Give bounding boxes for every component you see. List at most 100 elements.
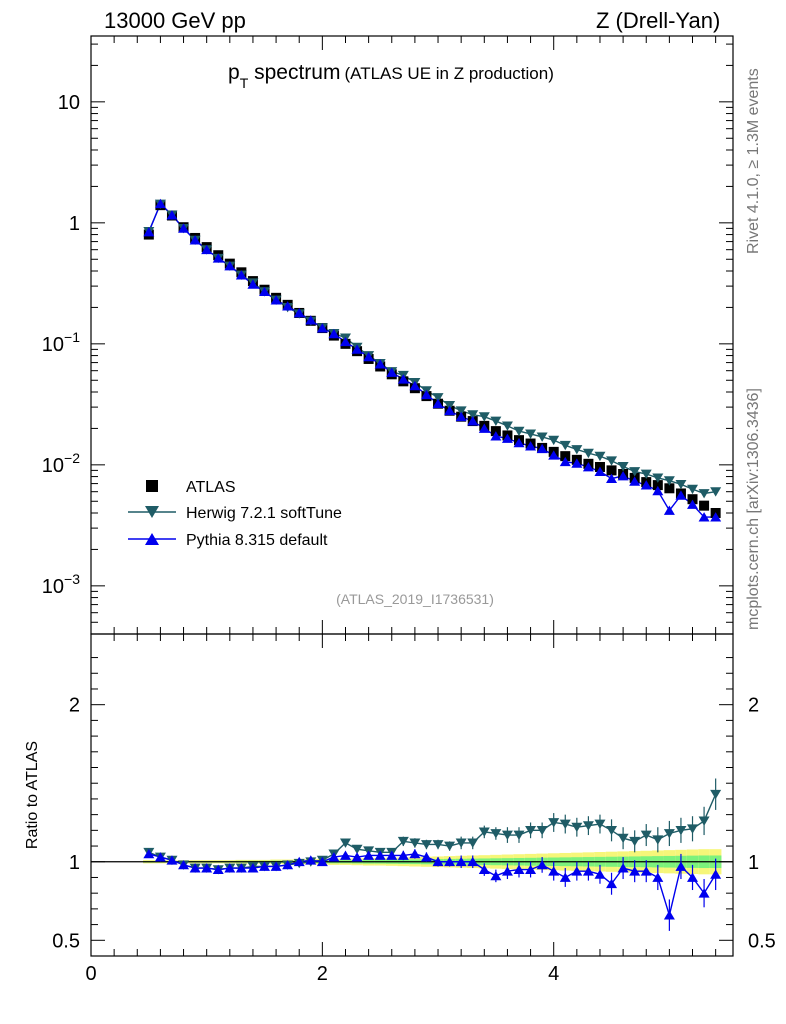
herwig-point-33 [525, 429, 537, 439]
y-main-tick-base-4: 10 [42, 576, 64, 598]
herwig-point-44 [652, 473, 664, 483]
pythia-ratio-point-11 [270, 861, 282, 871]
herwig-ratio-point-17 [339, 838, 351, 848]
pythia-point-14 [305, 315, 317, 325]
herwig-ratio-point-37 [571, 822, 583, 833]
chart-title: pT spectrum (ATLAS UE in Z production) [228, 61, 554, 91]
y-main-tick-base-3: 10 [42, 455, 64, 477]
pythia-ratio-point-42 [629, 866, 641, 876]
pythia-ratio-point-35 [548, 866, 560, 876]
pythia-ratio-point-47 [687, 872, 699, 882]
herwig-point-41 [617, 462, 629, 472]
pythia-ratio-point-19 [363, 850, 375, 860]
pythia-point-3 [178, 223, 190, 233]
pythia-point-4 [189, 235, 201, 245]
pythia-ratio-point-2 [166, 855, 178, 865]
atlas-point-44 [652, 480, 663, 491]
y-main-tick-base-0: 10 [58, 92, 80, 114]
herwig-ratio-point-38 [582, 821, 594, 831]
pythia-point-39 [594, 466, 606, 476]
analysis-watermark: (ATLAS_2019_I1736531) [336, 591, 494, 607]
pythia-ratio-point-25 [432, 856, 444, 867]
pythia-ratio-point-7 [224, 863, 236, 873]
pythia-point-15 [316, 323, 328, 333]
chart-title-rest: spectrum [248, 61, 340, 84]
herwig-point-46 [675, 479, 687, 490]
pythia-ratio-point-43 [640, 866, 652, 876]
herwig-ratio-point-24 [420, 840, 432, 850]
pythia-point-20 [374, 359, 386, 369]
chart-title-sub: T [240, 75, 249, 91]
herwig-point-35 [548, 435, 560, 446]
x-tick-label-2: 4 [548, 963, 559, 985]
pythia-point-6 [212, 253, 224, 263]
pythia-ratio-point-46 [675, 861, 687, 871]
legend-marker-herwig [145, 506, 159, 518]
pythia-point-45 [663, 505, 675, 515]
y-main-tick-exp-3: −2 [64, 450, 80, 466]
header-left: 13000 GeV pp [104, 8, 246, 33]
pythia-ratio-point-3 [178, 859, 190, 870]
herwig-point-47 [687, 484, 699, 495]
herwig-ratio-point-34 [536, 825, 548, 836]
herwig-point-40 [606, 456, 618, 466]
pythia-ratio-point-12 [282, 859, 294, 870]
pythia-point-1 [154, 198, 166, 209]
herwig-ratio-point-49 [710, 789, 722, 800]
herwig-ratio-point-33 [525, 825, 537, 836]
pythia-ratio-point-16 [328, 852, 340, 862]
herwig-point-26 [444, 400, 456, 411]
pythia-point-11 [270, 295, 282, 305]
pythia-ratio-point-5 [201, 863, 213, 873]
pythia-ratio-point-32 [513, 864, 525, 875]
chart-title-note: (ATLAS UE in Z production) [344, 64, 553, 83]
pythia-ratio-point-31 [501, 866, 513, 876]
pythia-point-31 [501, 433, 513, 443]
legend-marker-atlas [146, 480, 158, 492]
pythia-ratio-point-17 [339, 850, 351, 860]
pythia-point-38 [582, 462, 594, 472]
pythia-ratio-point-27 [455, 856, 467, 867]
herwig-point-30 [490, 416, 502, 427]
pythia-point-28 [467, 416, 479, 426]
herwig-point-27 [455, 406, 467, 416]
pythia-ratio-point-26 [444, 856, 456, 867]
y-main-tick-base-2: 10 [42, 334, 64, 356]
y-ratio-tick-label-left-1: 1 [69, 852, 80, 874]
pythia-ratio-point-39 [594, 869, 606, 879]
y-ratio-tick-label-left-2: 0.5 [52, 930, 80, 952]
y-main-tick-label-0: 10 [58, 92, 80, 114]
legend-label-atlas: ATLAS [186, 479, 236, 496]
pythia-point-13 [293, 308, 305, 318]
herwig-ratio-point-30 [490, 829, 502, 839]
y-ratio-tick-label-right-1: 1 [748, 852, 759, 874]
pythia-point-24 [420, 389, 432, 400]
y-main-tick-label-3: 10−2 [42, 450, 80, 477]
herwig-point-25 [432, 393, 444, 403]
pythia-point-30 [490, 431, 502, 441]
herwig-ratio-point-18 [351, 844, 363, 855]
herwig-ratio-point-36 [559, 819, 571, 830]
ratio-panel-series [91, 778, 733, 931]
pythia-ratio-point-20 [374, 850, 386, 860]
pythia-point-32 [513, 437, 525, 448]
y-main-tick-label-4: 10−3 [42, 571, 80, 598]
pythia-point-22 [397, 374, 409, 384]
herwig-point-39 [594, 451, 606, 462]
pythia-point-2 [166, 210, 178, 220]
pythia-ratio-point-37 [571, 866, 583, 876]
herwig-ratio-point-40 [606, 825, 618, 836]
herwig-ratio-point-22 [397, 836, 409, 847]
pythia-ratio-point-48 [698, 888, 710, 898]
y-main-tick-exp-2: −1 [64, 329, 80, 345]
pythia-ratio-point-21 [386, 850, 398, 860]
legend-marker-pythia [145, 533, 159, 545]
pythia-ratio-point-4 [189, 863, 201, 873]
herwig-point-42 [629, 467, 641, 477]
pythia-point-35 [548, 450, 560, 460]
ratio-panel-frame [90, 633, 734, 957]
herwig-point-37 [571, 445, 583, 455]
pythia-ratio-point-1 [154, 852, 166, 862]
pythia-point-44 [652, 485, 664, 496]
